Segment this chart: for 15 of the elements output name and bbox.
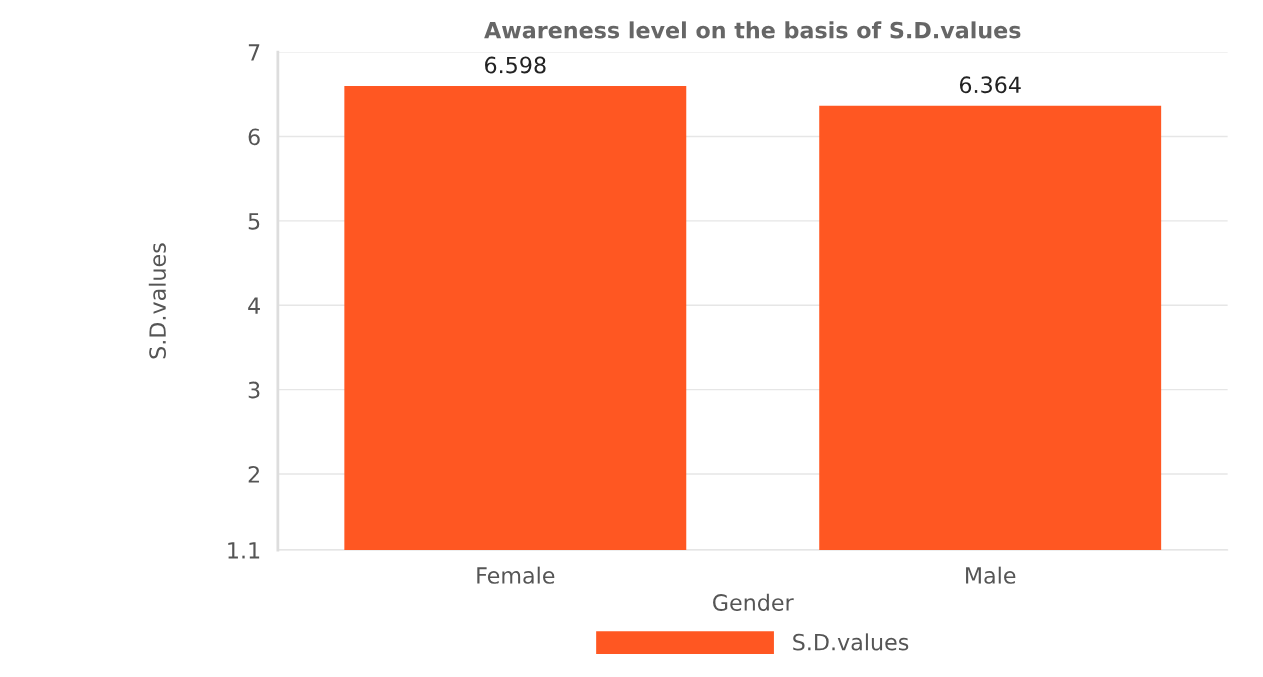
y-tick-label: 4: [248, 297, 260, 314]
y-tick-label: 6: [248, 128, 260, 146]
data-label: 6.598: [485, 56, 546, 74]
y-axis-title: S.D.values: [148, 243, 166, 359]
data-label: 6.364: [959, 76, 1021, 94]
x-axis-title: Gender: [713, 593, 794, 611]
y-tick-label: 3: [248, 381, 260, 399]
x-tick-label: Male: [966, 566, 1016, 584]
y-tick-label: 1.1: [228, 542, 260, 559]
y-tick-label: 7: [248, 44, 260, 61]
y-tick-label: 5: [248, 213, 260, 230]
chart-title: Awareness level on the basis of S.D.values: [484, 21, 1021, 39]
y-tick-label: 2: [248, 466, 259, 483]
series-label: S.D.values: [793, 633, 909, 651]
x-tick-label: Female: [477, 566, 555, 584]
